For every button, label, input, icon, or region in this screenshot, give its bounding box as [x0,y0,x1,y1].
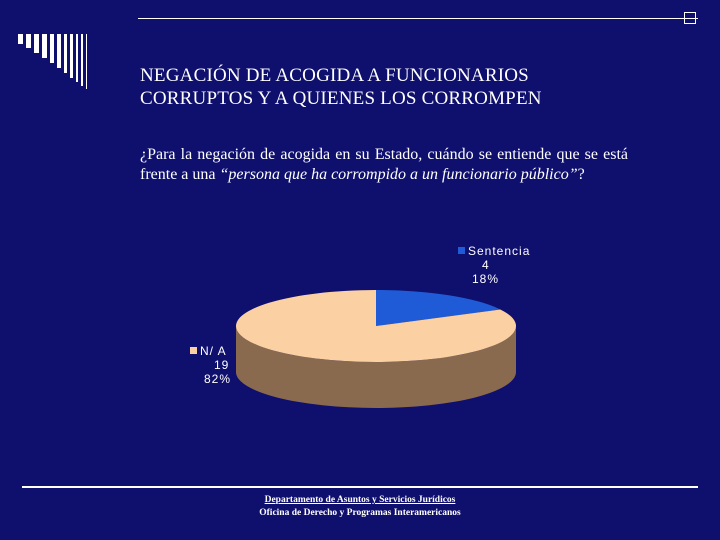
footer-divider [22,486,698,488]
legend-swatch-1 [190,347,197,354]
pie-side-na [236,326,516,408]
pie-slice-sentencia [376,290,501,326]
corner-square [684,12,696,24]
data-label-name: Sentencia [468,244,530,258]
data-label-count: 19 [214,358,229,372]
decorative-bars [18,34,138,90]
question-plain: ¿Para la negación de acogida en su Estad… [140,146,628,183]
footer-line-1: Departamento de Asuntos y Servicios Jurí… [264,495,456,505]
pie-slice-na [235,290,516,362]
data-label-percent: 18% [472,272,499,286]
slide-title: NEGACIÓN DE ACOGIDA A FUNCIONARIOS CORRU… [140,64,660,110]
legend-swatch-0 [458,247,465,254]
data-label-name: N/ A [200,344,227,358]
footer: Departamento de Asuntos y Servicios Jurí… [200,494,520,520]
title-line-1: NEGACIÓN DE ACOGIDA A FUNCIONARIOS [140,65,529,86]
question-end: ? [577,166,585,183]
data-label-count: 4 [482,258,490,272]
question-text: ¿Para la negación de acogida en su Estad… [140,145,628,185]
top-decorative-line [138,18,698,19]
question-italic: “persona que ha corrompido a un funciona… [219,166,578,183]
data-label-percent: 82% [204,372,231,386]
pie-chart: Sentencia 4 18% N/ A 19 82% [170,232,580,412]
footer-line-2: Oficina de Derecho y Programas Interamer… [259,508,461,518]
title-line-2: CORRUPTOS Y A QUIENES LOS CORROMPEN [140,88,542,109]
